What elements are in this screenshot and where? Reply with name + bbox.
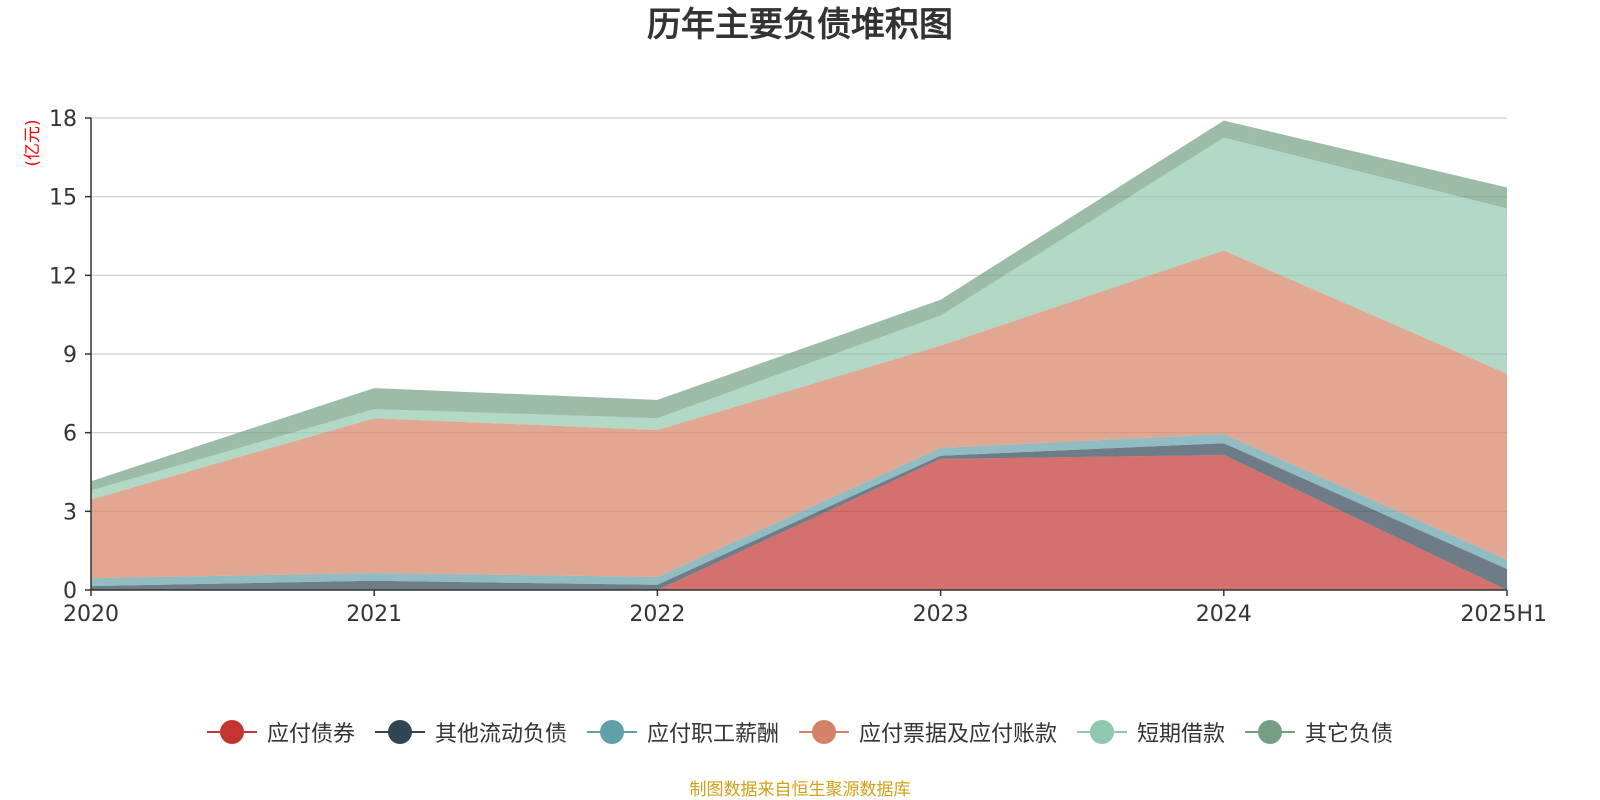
legend: 应付债券 其他流动负债 应付职工薪酬 应付票据及应付账款 短期借款 其它负债 — [0, 716, 1600, 748]
area-series-layer — [91, 120, 1507, 590]
legend-label: 应付职工薪酬 — [646, 722, 779, 747]
legend-swatch — [799, 720, 849, 744]
area-series — [91, 137, 1507, 500]
area-series — [91, 250, 1507, 579]
source-note: 制图数据来自恒生聚源数据库 — [689, 780, 911, 800]
legend-label: 应付票据及应付账款 — [859, 722, 1058, 747]
x-tick-label: 2021 — [346, 602, 402, 627]
legend-item[interactable]: 应付票据及应付账款 — [799, 716, 1057, 748]
x-tick-label: 2022 — [629, 602, 685, 627]
y-axis-label: (亿元) — [23, 119, 43, 166]
y-tick-label: 18 — [49, 107, 77, 132]
y-tick-label: 3 — [63, 500, 77, 525]
legend-swatch — [374, 720, 425, 744]
legend-label: 其它负债 — [1305, 722, 1394, 747]
y-tick-label: 6 — [63, 422, 77, 447]
legend-label: 应付债券 — [266, 722, 355, 747]
y-tick-label: 0 — [63, 579, 77, 604]
legend-item[interactable]: 应付债券 — [206, 716, 355, 748]
y-tick-label: 12 — [49, 264, 77, 289]
legend-swatch — [586, 720, 637, 744]
legend-item[interactable]: 其它负债 — [1245, 716, 1393, 748]
x-tick-label: 2025H1 — [1460, 602, 1547, 627]
chart-title: 历年主要负债堆积图 — [647, 5, 953, 45]
legend-swatch — [206, 720, 257, 744]
legend-label: 其他流动负债 — [434, 722, 567, 747]
legend-item[interactable]: 应付职工薪酬 — [586, 716, 779, 748]
legend-swatch — [1077, 720, 1128, 744]
legend-swatch — [1245, 720, 1296, 744]
x-tick-label: 2024 — [1196, 602, 1252, 627]
tick-labels: 0 3 6 9 12 15 18 2020 2021 2022 2023 2024 2025H1 — [49, 107, 1547, 627]
legend-label: 短期借款 — [1137, 722, 1226, 747]
x-tick-label: 2023 — [913, 602, 969, 627]
area-series — [91, 120, 1507, 491]
y-tick-label: 15 — [49, 186, 77, 211]
legend-item[interactable]: 短期借款 — [1077, 716, 1225, 748]
x-tick-label: 2020 — [63, 602, 119, 627]
area-series — [91, 455, 1507, 590]
y-tick-label: 9 — [63, 343, 77, 368]
legend-item[interactable]: 其他流动负债 — [374, 716, 567, 748]
